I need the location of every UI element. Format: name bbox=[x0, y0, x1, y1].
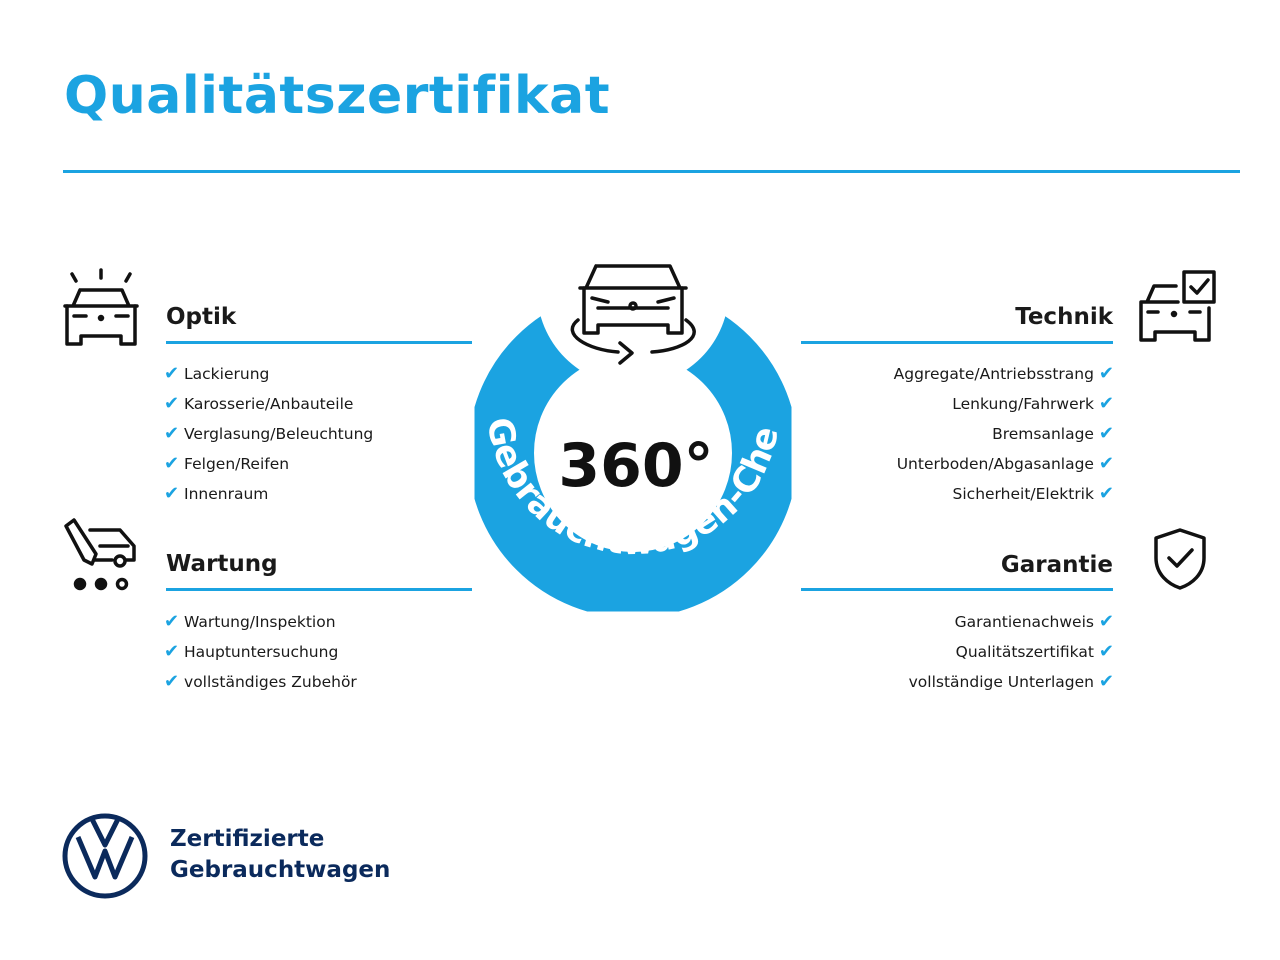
check-icon: ✔ bbox=[1098, 483, 1114, 504]
check-icon: ✔ bbox=[164, 423, 180, 444]
list-item: Bremsanlage ✔ bbox=[894, 419, 1114, 449]
ring-shape bbox=[468, 288, 798, 618]
list-item: ✔ Hauptuntersuchung bbox=[164, 637, 357, 667]
item-label: Verglasung/Beleuchtung bbox=[184, 425, 374, 443]
wartung-heading: Wartung bbox=[166, 551, 278, 577]
shield-check-icon bbox=[1154, 528, 1206, 590]
list-item: Sicherheit/Elektrik ✔ bbox=[894, 479, 1114, 509]
item-label: Lackierung bbox=[184, 365, 270, 383]
check-icon: ✔ bbox=[1098, 611, 1114, 632]
list-item: ✔ vollständiges Zubehör bbox=[164, 667, 357, 697]
list-item: ✔ Verglasung/Beleuchtung bbox=[164, 419, 373, 449]
page-title: Qualitätszertifikat bbox=[64, 66, 611, 126]
check-icon: ✔ bbox=[1098, 671, 1114, 692]
wartung-list: ✔ Wartung/Inspektion ✔ Hauptuntersuchung… bbox=[164, 607, 357, 697]
item-label: Qualitätszertifikat bbox=[955, 643, 1094, 661]
list-item: ✔ Karosserie/Anbauteile bbox=[164, 389, 373, 419]
item-label: Unterboden/Abgasanlage bbox=[896, 455, 1094, 473]
list-item: Garantienachweis ✔ bbox=[909, 607, 1114, 637]
item-label: vollständiges Zubehör bbox=[184, 673, 357, 691]
vw-logo bbox=[62, 813, 148, 899]
list-item: vollständige Unterlagen ✔ bbox=[909, 667, 1114, 697]
list-item: Aggregate/Antriebsstrang ✔ bbox=[894, 359, 1114, 389]
title-divider bbox=[63, 170, 1240, 173]
list-item: Qualitätszertifikat ✔ bbox=[909, 637, 1114, 667]
list-item: ✔ Felgen/Reifen bbox=[164, 449, 373, 479]
item-label: Innenraum bbox=[184, 485, 269, 503]
item-label: Aggregate/Antriebsstrang bbox=[893, 365, 1094, 383]
optik-heading: Optik bbox=[166, 304, 237, 330]
item-label: Wartung/Inspektion bbox=[184, 613, 336, 631]
technik-list: Aggregate/Antriebsstrang ✔ Lenkung/Fahrw… bbox=[894, 359, 1114, 509]
garantie-list: Garantienachweis ✔ Qualitätszertifikat ✔… bbox=[909, 607, 1114, 697]
check-icon: ✔ bbox=[164, 671, 180, 692]
item-label: Karosserie/Anbauteile bbox=[184, 395, 354, 413]
check-icon: ✔ bbox=[164, 453, 180, 474]
check-icon: ✔ bbox=[164, 611, 180, 632]
footer-text: Zertifizierte Gebrauchtwagen bbox=[170, 824, 390, 886]
check-icon: ✔ bbox=[1098, 393, 1114, 414]
list-item: ✔ Wartung/Inspektion bbox=[164, 607, 357, 637]
check-icon: ✔ bbox=[1098, 453, 1114, 474]
optik-list: ✔ Lackierung ✔ Karosserie/Anbauteile ✔ V… bbox=[164, 359, 373, 509]
footer-line-2: Gebrauchtwagen bbox=[170, 857, 391, 883]
check-icon: ✔ bbox=[1098, 641, 1114, 662]
item-label: vollständige Unterlagen bbox=[908, 673, 1094, 691]
check-icon: ✔ bbox=[164, 641, 180, 662]
technik-heading: Technik bbox=[1015, 304, 1113, 330]
list-item: ✔ Lackierung bbox=[164, 359, 373, 389]
car-checkbox-icon bbox=[1139, 270, 1216, 342]
car-lights-icon bbox=[63, 268, 139, 346]
garantie-heading: Garantie bbox=[1000, 552, 1113, 578]
list-item: ✔ Innenraum bbox=[164, 479, 373, 509]
footer-line-1: Zertifizierte bbox=[170, 826, 325, 852]
car-rotate-icon bbox=[570, 264, 696, 365]
item-label: Bremsanlage bbox=[992, 425, 1094, 443]
check-icon: ✔ bbox=[1098, 363, 1114, 384]
item-label: Felgen/Reifen bbox=[184, 455, 290, 473]
technik-divider bbox=[801, 341, 1113, 344]
item-label: Garantienachweis bbox=[954, 613, 1094, 631]
list-item: Lenkung/Fahrwerk ✔ bbox=[894, 389, 1114, 419]
check-icon: ✔ bbox=[164, 363, 180, 384]
degrees-text: 360° bbox=[558, 431, 713, 501]
item-label: Lenkung/Fahrwerk bbox=[952, 395, 1094, 413]
check-icon: ✔ bbox=[1098, 423, 1114, 444]
garantie-divider bbox=[801, 588, 1113, 591]
optik-divider bbox=[166, 341, 472, 344]
check-icon: ✔ bbox=[164, 483, 180, 504]
list-item: Unterboden/Abgasanlage ✔ bbox=[894, 449, 1114, 479]
service-tool-icon bbox=[64, 518, 136, 591]
item-label: Sicherheit/Elektrik bbox=[952, 485, 1094, 503]
wartung-divider bbox=[166, 588, 472, 591]
check-icon: ✔ bbox=[164, 393, 180, 414]
item-label: Hauptuntersuchung bbox=[184, 643, 339, 661]
